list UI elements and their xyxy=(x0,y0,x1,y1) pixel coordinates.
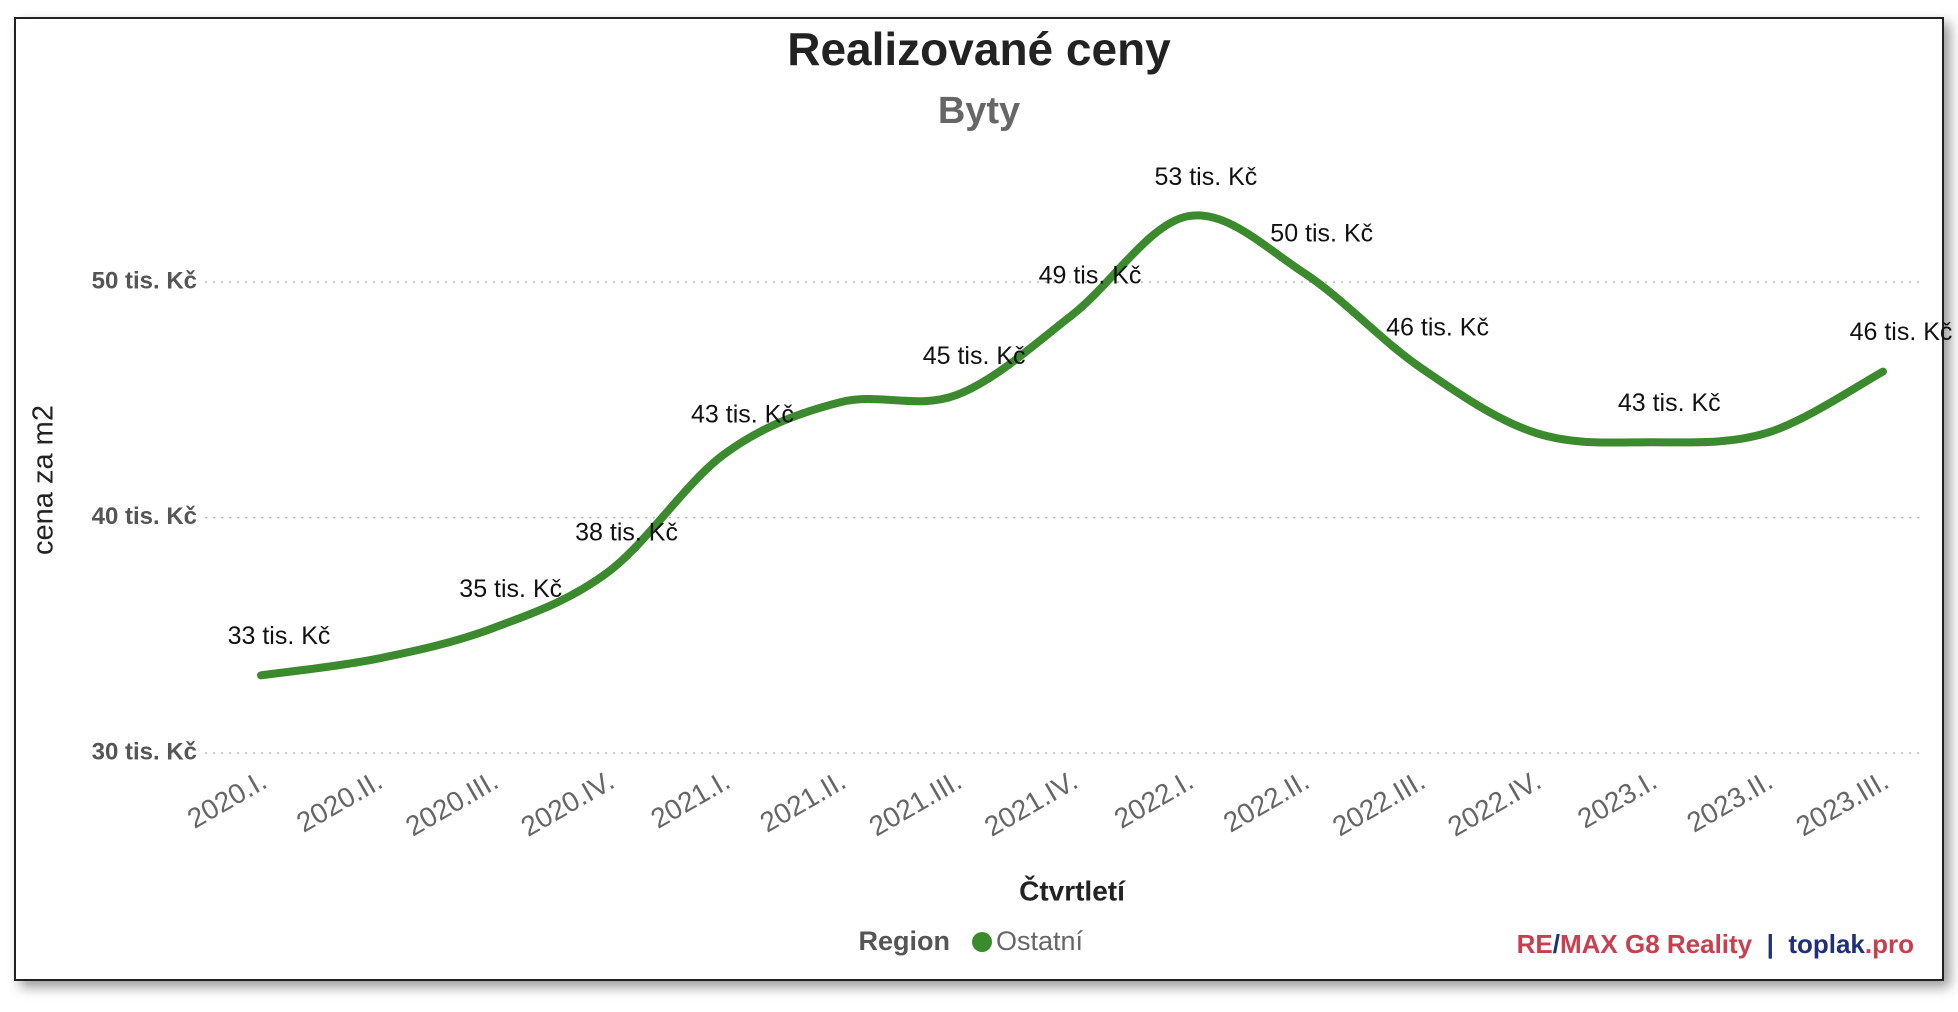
chart-subtitle: Byty xyxy=(938,90,1020,132)
brand: RE/MAX G8 Reality | toplak.pro xyxy=(1517,929,1914,959)
legend-title: Region xyxy=(859,926,951,956)
brand-part: .pro xyxy=(1865,929,1914,959)
data-label: 49 tis. Kč xyxy=(1039,262,1142,290)
legend-label: Ostatní xyxy=(996,926,1084,956)
brand-part: / xyxy=(1553,929,1560,959)
data-label: 50 tis. Kč xyxy=(1270,219,1373,247)
y-tick-label: 30 tis. Kč xyxy=(92,738,197,765)
brand-part: RE xyxy=(1517,929,1553,959)
line xyxy=(257,211,1887,680)
data-label: 45 tis. Kč xyxy=(923,342,1026,370)
y-tick-label: 40 tis. Kč xyxy=(92,503,197,530)
frame xyxy=(14,17,1944,981)
chart-title: Realizované ceny xyxy=(787,23,1171,75)
y-axis-label: cena za m2 xyxy=(28,405,60,555)
data-label: 35 tis. Kč xyxy=(459,575,562,603)
data-label: 46 tis. Kč xyxy=(1850,318,1953,346)
data-label: 43 tis. Kč xyxy=(1618,389,1721,417)
brand-part: MAX G8 Reality xyxy=(1560,929,1753,959)
brand-part: | xyxy=(1752,929,1788,959)
x-axis-label: Čtvrtletí xyxy=(1019,874,1126,906)
brand-part: toplak xyxy=(1788,929,1865,959)
y-tick-label: 50 tis. Kč xyxy=(92,268,197,295)
legend-marker xyxy=(972,932,992,952)
data-label: 53 tis. Kč xyxy=(1154,163,1257,191)
data-label: 33 tis. Kč xyxy=(228,622,331,650)
data-label: 38 tis. Kč xyxy=(575,518,678,546)
data-label: 43 tis. Kč xyxy=(691,401,794,429)
data-label: 46 tis. Kč xyxy=(1386,314,1489,342)
